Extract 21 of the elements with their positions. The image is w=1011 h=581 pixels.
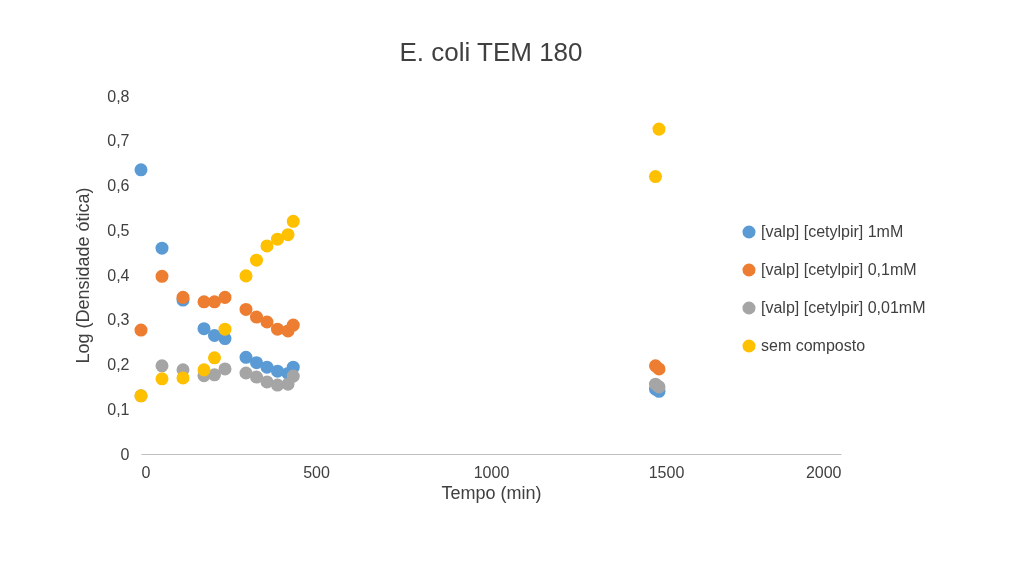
y-tick-label: 0,1: [107, 400, 130, 418]
y-axis-title: Log (Densidade ótica): [73, 187, 94, 364]
y-tick-label: 0: [120, 445, 130, 463]
x-tick-label: 500: [303, 463, 330, 481]
x-tick-label: 2000: [805, 463, 842, 481]
x-axis-title: Tempo (min): [441, 482, 542, 503]
y-tick-label: 0,7: [107, 132, 130, 150]
legend-label: [valp] [cetylpir] 0,1mM: [761, 261, 917, 278]
legend-label: sem composto: [761, 337, 866, 354]
y-tick-label: 0,6: [107, 177, 130, 194]
x-tick-label: 0: [141, 463, 151, 481]
y-tick-label: 0,2: [107, 356, 130, 373]
y-tick-label: 0,5: [107, 221, 130, 239]
y-tick-label: 0,8: [107, 87, 130, 105]
chart-title: E. coli TEM 180: [399, 37, 583, 67]
legend-label: [valp] [cetylpir] 1mM: [761, 223, 904, 240]
legend-label: [valp] [cetylpir] 0,01mM: [761, 299, 926, 316]
x-tick-label: 1500: [648, 463, 685, 481]
y-tick-label: 0,3: [107, 311, 130, 329]
y-tick-label: 0,4: [107, 266, 130, 284]
x-tick-label: 1000: [473, 463, 510, 481]
